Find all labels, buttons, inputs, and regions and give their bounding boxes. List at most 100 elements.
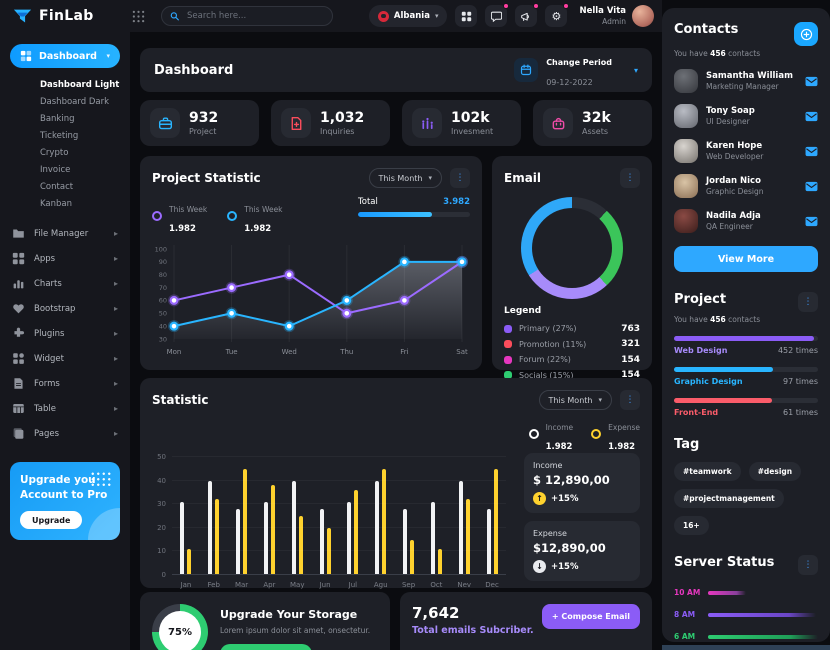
user-avatar[interactable]: [632, 5, 654, 27]
sidebar-item-forms[interactable]: Forms ▸: [12, 371, 118, 396]
change-period-control[interactable]: Change Period 09-12-2022 ▾: [514, 50, 638, 90]
period-select[interactable]: This Month ▾: [368, 168, 442, 188]
contact-row[interactable]: Karen Hope Web Developer: [674, 139, 818, 163]
submenu-kanban[interactable]: Kanban: [40, 198, 73, 209]
mail-button[interactable]: [805, 76, 818, 87]
mail-button[interactable]: [805, 146, 818, 157]
kebab-menu-button[interactable]: ⋮: [620, 390, 640, 410]
apps-button[interactable]: [455, 5, 478, 27]
contact-role: UI Designer: [706, 117, 750, 126]
period-label: Change Period: [546, 58, 612, 67]
upgrade-button[interactable]: Upgrade: [20, 511, 83, 530]
sidebar-item-label: Dashboard: [39, 50, 97, 62]
period-select[interactable]: This Month ▾: [538, 390, 612, 410]
sidebar-item-widget[interactable]: Widget ▸: [12, 346, 118, 371]
sidebar-item-table[interactable]: Table ▸: [12, 396, 118, 421]
x-axis-label: Mon: [167, 348, 182, 356]
expense-delta: ↓ +15%: [533, 560, 631, 573]
contact-row[interactable]: Jordan Nico Graphic Design: [674, 174, 818, 198]
chevron-right-icon: ▸: [113, 354, 118, 363]
period-date: 09-12-2022: [546, 78, 593, 87]
sidebar-item-dashboard[interactable]: Dashboard ▾: [10, 44, 120, 68]
submenu-invoice[interactable]: Invoice: [40, 164, 71, 175]
stat-label: Project: [189, 126, 217, 136]
data-point: [169, 321, 179, 331]
stat-value: 102k: [451, 110, 490, 127]
mail-button[interactable]: [805, 111, 818, 122]
language-select[interactable]: Albania ▾: [368, 5, 448, 27]
data-point: [457, 257, 467, 267]
legend-title: Legend: [504, 306, 542, 316]
legend-value: 1.982: [169, 224, 196, 234]
sidebar-item-apps[interactable]: Apps ▸: [12, 246, 118, 271]
sidebar: Dashboard ▾ Dashboard Light Dashboard Da…: [0, 32, 130, 650]
server-bar: [708, 634, 818, 639]
project-bar-times: 452 times: [777, 346, 818, 355]
tag-design[interactable]: #design: [748, 462, 802, 481]
sidebar-item-bootstrap[interactable]: Bootstrap ▸: [12, 296, 118, 321]
storage-texts: Upgrade Your Storage Lorem ipsum dolor s…: [220, 604, 370, 650]
search-box[interactable]: [161, 6, 333, 26]
chevron-right-icon: ▸: [113, 404, 118, 413]
stat-value: 32k: [582, 110, 611, 127]
tag-projectmanagement[interactable]: #projectmanagement: [674, 489, 784, 508]
sidebar-item-charts[interactable]: Charts ▸: [12, 271, 118, 296]
sidebar-item-label: Plugins: [34, 328, 65, 339]
mail-button[interactable]: [805, 181, 818, 192]
subscriber-texts: 7,642 Total emails Subcriber.: [412, 604, 534, 636]
contact-row[interactable]: Nadila Adja QA Engineer: [674, 209, 818, 233]
tag-section: Tag #teamwork #design #projectmanagement…: [674, 437, 818, 535]
avatar: [674, 209, 698, 233]
contacts-title: Contacts: [674, 22, 739, 37]
announcements-button[interactable]: [515, 3, 540, 27]
mail-icon: [805, 146, 818, 156]
submenu-banking[interactable]: Banking: [40, 113, 75, 124]
kebab-menu-button[interactable]: ⋮: [798, 555, 818, 575]
kebab-menu-button[interactable]: ⋮: [450, 168, 470, 188]
mail-icon: [805, 111, 818, 121]
view-more-button[interactable]: View More: [674, 246, 818, 272]
briefcase-icon: [150, 108, 180, 138]
data-point: [342, 295, 352, 305]
legend-ring: [591, 429, 602, 439]
data-point: [399, 257, 409, 267]
submenu-dashboard-light[interactable]: Dashboard Light: [40, 79, 120, 90]
x-axis-label: Jun: [319, 581, 331, 589]
server-bar: [708, 612, 817, 617]
mail-button[interactable]: [805, 216, 818, 227]
tag-teamwork[interactable]: #teamwork: [674, 462, 741, 481]
bar-expense: [354, 490, 359, 575]
contact-row[interactable]: Samantha William Marketing Manager: [674, 69, 818, 93]
legend-label: Primary (27%): [519, 324, 577, 334]
sidebar-item-pages[interactable]: Pages ▸: [12, 421, 118, 446]
settings-button[interactable]: ⚙: [545, 3, 570, 27]
project-bar-label: Web Design: [674, 346, 728, 355]
compose-email-button[interactable]: + Compose Email: [541, 604, 640, 629]
menu-grid-icon[interactable]: [132, 10, 145, 23]
add-contact-button[interactable]: [794, 22, 818, 46]
sidebar-item-file-manager[interactable]: File Manager ▸: [12, 221, 118, 246]
y-axis-label: 0: [161, 571, 166, 579]
widget-icon: [12, 352, 25, 365]
expense-label: Expense: [533, 529, 567, 538]
submenu-ticketing[interactable]: Ticketing: [40, 130, 79, 141]
user-menu[interactable]: Nella Vita Admin: [579, 5, 654, 27]
brand-logo[interactable]: FinLab: [0, 8, 128, 25]
legend-this-week-purple: This Week 1.982: [152, 197, 207, 235]
storage-upgrade-button[interactable]: [220, 644, 312, 650]
search-input[interactable]: [185, 10, 324, 22]
submenu-contact[interactable]: Contact: [40, 181, 74, 192]
submenu-dashboard-dark[interactable]: Dashboard Dark: [40, 96, 109, 107]
data-point: [399, 295, 409, 305]
contact-row[interactable]: Tony Soap UI Designer: [674, 104, 818, 128]
sidebar-item-plugins[interactable]: Plugins ▸: [12, 321, 118, 346]
tag-more[interactable]: 16+: [674, 516, 709, 535]
kebab-menu-button[interactable]: ⋮: [798, 292, 818, 312]
kebab-menu-button[interactable]: ⋮: [620, 168, 640, 188]
stat-label: Invesment: [451, 126, 494, 136]
submenu-crypto[interactable]: Crypto: [40, 147, 69, 158]
bar-expense: [493, 468, 498, 575]
legend-label: This Week: [169, 205, 208, 214]
messages-button[interactable]: [485, 3, 510, 27]
project-bar-times: 97 times: [783, 377, 818, 386]
